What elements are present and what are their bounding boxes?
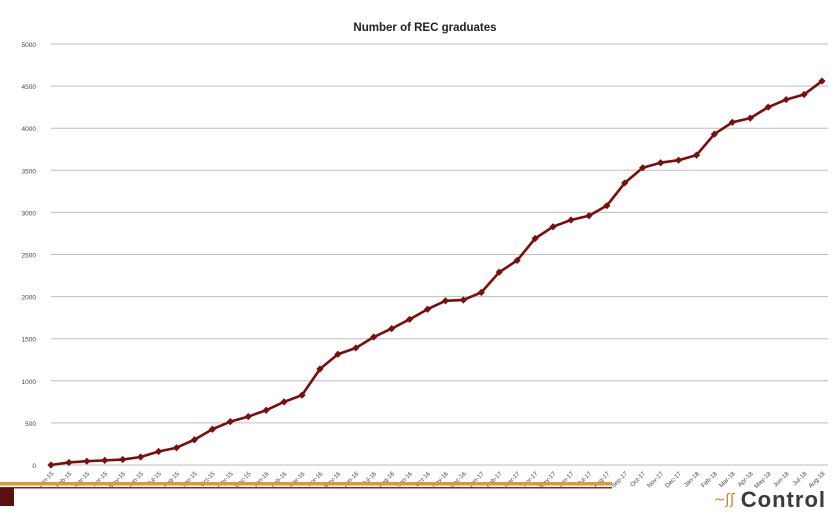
data-point — [262, 406, 270, 414]
chart-title: Number of REC graduates — [353, 22, 496, 34]
data-point — [298, 391, 306, 399]
y-tick-label: 2500 — [22, 253, 37, 260]
x-tick-label: Sep-15 — [180, 470, 199, 489]
data-point — [244, 412, 252, 421]
x-tick-label: Jan-17 — [467, 470, 486, 489]
data-point — [657, 159, 665, 167]
data-point — [83, 457, 91, 465]
data-point — [674, 156, 683, 164]
data-point — [567, 216, 575, 224]
x-tick-label: Dec-17 — [664, 470, 683, 489]
data-point — [65, 458, 73, 467]
y-tick-label: 4500 — [22, 84, 37, 91]
data-point — [208, 425, 216, 433]
x-tick-label: Dec-15 — [234, 470, 253, 489]
y-tick-label: 3000 — [22, 210, 37, 217]
data-point — [495, 268, 503, 276]
x-tick-label: Mar-16 — [288, 470, 307, 489]
x-tick-label: Jun-17 — [557, 470, 576, 489]
data-point — [423, 305, 432, 313]
x-tick-label: Sep-17 — [610, 470, 629, 489]
x-tick-label: Apr-17 — [521, 470, 539, 488]
data-point — [513, 256, 521, 264]
x-tick-label: Apr-18 — [737, 470, 755, 488]
x-tick-label: Jun-16 — [342, 470, 361, 489]
y-tick-label: 0 — [32, 463, 36, 470]
data-point — [154, 447, 163, 456]
series-line — [50, 80, 823, 467]
data-point — [119, 455, 127, 464]
x-tick-label: Mar-17 — [503, 470, 522, 489]
data-point — [334, 350, 342, 358]
x-tick-label: Mar-15 — [72, 470, 91, 489]
y-tick-label: 1500 — [22, 337, 37, 344]
x-tick-label: Jan-15 — [37, 470, 56, 489]
x-tick-label: Dec-16 — [449, 470, 468, 489]
data-point — [746, 114, 754, 122]
footer-rule-dark — [0, 487, 612, 489]
data-point — [782, 95, 790, 104]
data-point — [406, 315, 414, 323]
y-tick-label: 4000 — [22, 126, 37, 133]
data-point — [352, 344, 360, 352]
y-tick-label: 500 — [25, 421, 36, 428]
data-point — [585, 212, 593, 220]
data-point — [137, 453, 145, 461]
data-point — [710, 130, 719, 138]
y-tick-label: 5000 — [22, 42, 37, 49]
y-tick-label: 1000 — [22, 379, 37, 386]
x-tick-label: Nov-15 — [216, 470, 235, 489]
logo-text: Control — [740, 487, 826, 512]
data-point — [47, 461, 55, 469]
x-tick-label: Feb-17 — [485, 470, 504, 489]
data-point — [549, 223, 557, 231]
x-tick-label: Apr-15 — [91, 470, 109, 488]
data-point — [172, 444, 181, 452]
x-tick-label: Aug-15 — [162, 470, 181, 489]
data-point — [728, 118, 736, 126]
x-tick-label: Oct-15 — [199, 470, 217, 488]
data-point — [370, 333, 378, 341]
y-tick-label: 2000 — [22, 295, 37, 302]
x-tick-label: Apr-16 — [306, 470, 324, 488]
data-point — [280, 398, 288, 406]
x-tick-label: Oct-17 — [629, 470, 647, 488]
data-point — [621, 179, 629, 187]
x-tick-label: Jun-15 — [127, 470, 146, 489]
data-point — [800, 90, 808, 99]
data-point — [316, 365, 324, 373]
y-tick-label: 3500 — [22, 168, 37, 175]
logo: ~ʃ⁠ʃ Control — [714, 487, 826, 513]
data-point — [818, 77, 826, 85]
data-point — [388, 324, 396, 333]
data-point — [639, 164, 647, 172]
x-tick-label: Nov-16 — [431, 470, 450, 489]
data-point — [531, 234, 539, 243]
data-point — [603, 202, 611, 210]
x-tick-label: Aug-16 — [377, 470, 396, 489]
footer-block — [0, 488, 14, 506]
x-tick-label: Oct-16 — [414, 470, 432, 488]
x-tick-label: Nov-17 — [646, 470, 665, 489]
x-tick-label: Jan-18 — [683, 470, 702, 489]
x-tick-label: Aug-17 — [592, 470, 611, 489]
data-point — [477, 288, 485, 296]
data-point — [764, 103, 772, 111]
data-point — [101, 456, 109, 464]
x-tick-label: Jan-16 — [252, 470, 271, 489]
x-tick-label: Feb-15 — [55, 470, 74, 489]
data-point — [226, 418, 234, 426]
data-point — [459, 296, 467, 304]
data-point — [190, 436, 199, 444]
x-tick-label: Sep-16 — [395, 470, 414, 489]
data-point — [692, 151, 701, 159]
swirl-icon: ~ʃ⁠ʃ — [713, 492, 735, 508]
data-point — [441, 297, 450, 305]
x-tick-label: Feb-16 — [270, 470, 289, 489]
x-tick-label: Jun-18 — [772, 470, 791, 489]
footer-rule — [0, 482, 612, 486]
